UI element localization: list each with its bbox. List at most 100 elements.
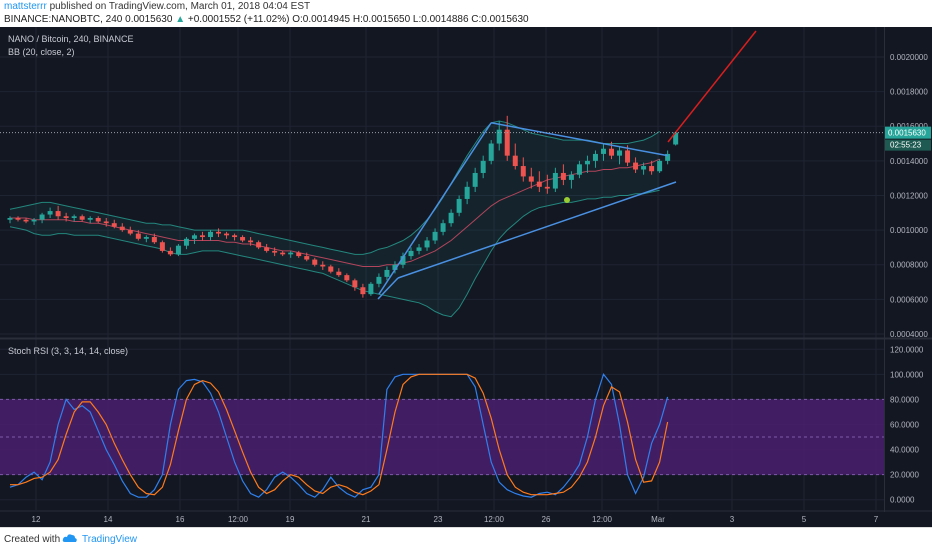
author-link[interactable]: mattsterrr [4,1,47,12]
stoch-k-line [9,373,669,498]
cloud-icon [62,534,77,542]
countdown-tag-text: 02:55:23 [890,141,922,150]
candle-body [600,148,606,154]
candle-body [304,256,310,260]
price-tick-label: 0.0014000 [890,157,928,166]
candle-body [55,211,61,217]
candle-body [199,235,205,238]
countdown-tag [885,139,931,151]
price-tick-label: 0.0020000 [890,53,928,62]
created-with-label: Created with [4,534,61,545]
candle-body [208,231,213,238]
candle-body [536,181,542,187]
last-price-tag [885,126,931,139]
candle-body [625,150,631,163]
candle-body [336,271,342,276]
bollinger-basis [10,158,660,267]
candle-body [143,237,149,239]
candle-body [31,219,37,222]
candle-body [673,132,679,145]
rsi-tick-label: 120.0000 [890,345,924,354]
candle-body [135,233,141,239]
time-tick-label: 23 [434,515,443,524]
candle-body [71,216,77,218]
candle-body [488,143,494,161]
candle-body [79,216,85,220]
time-tick-label: Mar [651,515,665,524]
last-price-tag-text: 0.0015630 [888,129,926,138]
axes: 0.0004000 0.0006000 0.0008000 0.0010000 0.00… [0,27,932,524]
candle-body [584,160,590,165]
candle-body [183,238,189,246]
candle-body [296,252,302,257]
bollinger-lower [9,189,660,318]
candle-body [103,221,109,224]
trendlines [377,30,757,300]
last-price: 0.0015630 [125,14,173,25]
footer: Created with TradingView [0,527,932,551]
bollinger-upper [9,120,660,255]
candle-body [256,242,262,248]
candle-body [191,235,197,239]
candle-body [424,240,430,248]
candle-body [376,276,382,284]
trendline-lower-a [397,181,677,279]
candle-body [576,164,582,175]
price-tick-label: 0.0006000 [890,295,928,304]
candle-body [552,172,558,189]
candle-body [23,219,29,222]
candle-body [272,250,278,253]
candle-body [87,217,93,220]
candle-body [560,172,566,180]
candle-body [657,160,663,172]
tradingview-brand[interactable]: TradingView [82,534,138,545]
chart-header: mattsterrr published on TradingView.com,… [0,0,932,27]
candle-body [111,223,117,227]
trendline-impulse [378,122,492,295]
candle-body [416,247,422,251]
chart-area[interactable]: 0.0004000 0.0006000 0.0008000 0.0010000 0.00… [0,27,932,527]
trendline-base [377,277,399,300]
candle-body [119,226,125,231]
candle-body [320,264,326,267]
bollinger-lines [9,120,660,318]
candle-body [592,153,598,161]
candle-body [264,247,270,251]
candle-body [240,237,246,241]
candle-body [232,235,238,238]
stoch-rsi-band [0,399,884,475]
candle-body [456,198,462,213]
candle-body [512,155,518,167]
candle-body [47,211,53,215]
time-tick-label: 12:00 [592,515,613,524]
candle-body [400,256,406,265]
change-up-icon: ▲ [175,14,186,25]
marker-dot [564,197,570,203]
time-tick-label: 16 [176,515,185,524]
chart-svg[interactable]: 0.0004000 0.0006000 0.0008000 0.0010000 0.00… [0,27,932,527]
candle-body [504,129,510,156]
candle-body [344,275,350,281]
candle-body [392,264,398,270]
time-tick-label: 12 [32,515,41,524]
price-tick-label: 0.0010000 [890,226,928,235]
candle-body [352,280,358,288]
bollinger-fill [10,121,660,317]
candle-body [649,166,655,172]
candle-body [7,217,13,220]
price-tick-label: 0.0012000 [890,191,928,200]
price-tick-label: 0.0018000 [890,88,928,97]
candle-body [175,245,181,255]
candle-body [216,231,222,234]
time-tick-label: 14 [104,515,113,524]
stoch-rsi-title: Stoch RSI (3, 3, 14, 14, close) [8,346,128,356]
candle-body [641,166,647,170]
bollinger-band-fill [10,121,660,317]
candle-body [280,252,286,255]
candle-body [15,217,21,220]
candle-body [384,269,390,277]
candle-body [95,217,101,222]
candles [7,115,679,298]
candle-body [224,233,230,236]
time-tick-label: 26 [542,515,551,524]
